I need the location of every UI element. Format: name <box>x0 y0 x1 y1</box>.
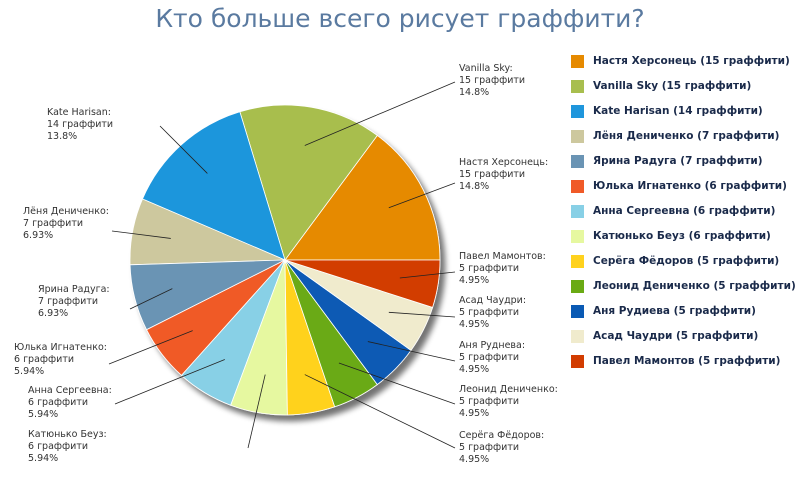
legend-label: Лёня Дениченко (7 граффити) <box>593 130 780 142</box>
legend-label: Аня Рудиева (5 граффити) <box>593 305 756 317</box>
legend-item[interactable]: Асад Чаудри (5 граффити) <box>571 327 800 352</box>
leader-line <box>129 288 173 310</box>
chart-title: Кто больше всего рисует граффити? <box>155 4 645 33</box>
legend-label: Vanilla Sky (15 граффити) <box>593 80 752 92</box>
pie-slice[interactable] <box>141 111 286 261</box>
legend-label: Ярина Радуга (7 граффити) <box>593 155 763 167</box>
legend-label: Юлька Игнатенко (6 граффити) <box>593 180 787 192</box>
leader-line <box>388 311 456 318</box>
slice-label: Vanilla Sky: 15 граффити 14.8% <box>459 63 525 98</box>
legend-swatch <box>571 205 584 218</box>
legend-label: Настя Херсонець (15 граффити) <box>593 55 790 67</box>
legend-swatch <box>571 255 584 268</box>
pie-slices <box>129 104 441 416</box>
leader-line <box>159 125 208 174</box>
slice-label: Анна Сергеевна: 6 граффити 5.94% <box>28 385 112 420</box>
legend-label: Серёга Фёдоров (5 граффити) <box>593 255 780 267</box>
legend-swatch <box>571 130 584 143</box>
slice-label: Асад Чаудри: 5 граффити 4.95% <box>459 295 526 330</box>
legend-swatch <box>571 105 584 118</box>
leader-line <box>338 362 456 405</box>
slice-label: Юлька Игнатенко: 6 граффити 5.94% <box>14 342 107 377</box>
pie-slice[interactable] <box>284 134 441 261</box>
leader-line <box>388 182 456 209</box>
legend-item[interactable]: Vanilla Sky (15 граффити) <box>571 77 800 102</box>
slice-labels: Настя Херсонець: 15 граффити 14.8% Vanilla … <box>14 63 558 465</box>
slice-label: Катюнько Беуз: 6 граффити 5.94% <box>28 429 107 464</box>
legend-item[interactable]: Настя Херсонець (15 граффити) <box>571 52 800 77</box>
slice-label: Лёня Дениченко: 7 граффити 6.93% <box>23 206 109 241</box>
pie-slice[interactable] <box>239 104 378 261</box>
leader-line <box>367 341 456 362</box>
pie-slice[interactable] <box>284 259 441 308</box>
legend-swatch <box>571 55 584 68</box>
legend-label: Павел Мамонтов (5 граффити) <box>593 355 781 367</box>
leader-lines <box>108 81 456 449</box>
slice-label: Аня Руднева: 5 граффити 4.95% <box>459 340 525 375</box>
leader-line <box>247 374 266 449</box>
leader-line <box>304 81 456 146</box>
legend-item[interactable]: Аня Рудиева (5 граффити) <box>571 302 800 327</box>
legend-item[interactable]: Лёня Дениченко (7 граффити) <box>571 127 800 152</box>
slice-label: Ярина Радуга: 7 граффити 6.93% <box>38 284 110 319</box>
leader-line <box>114 359 225 405</box>
legend-swatch <box>571 80 584 93</box>
leader-line <box>108 330 193 365</box>
legend-item[interactable]: Юлька Игнатенко (6 граффити) <box>571 177 800 202</box>
slice-label: Серёга Фёдоров: 5 граффити 4.95% <box>459 430 544 465</box>
legend-label: Катюнько Беуз (6 граффити) <box>593 230 771 242</box>
legend-label: Анна Сергеевна (6 граффити) <box>593 205 776 217</box>
slice-label: Леонид Дениченко: 5 граффити 4.95% <box>459 384 558 419</box>
legend-item[interactable]: Серёга Фёдоров (5 граффити) <box>571 252 800 277</box>
legend-item[interactable]: Ярина Радуга (7 граффити) <box>571 152 800 177</box>
legend-item[interactable]: Катюнько Беуз (6 граффити) <box>571 227 800 252</box>
legend-swatch <box>571 280 584 293</box>
legend-swatch <box>571 155 584 168</box>
leader-line <box>304 374 456 449</box>
legend: Настя Херсонець (15 граффити) Vanilla Sky… <box>571 52 800 377</box>
leader-line <box>111 230 171 239</box>
legend-swatch <box>571 305 584 318</box>
legend-label: Леонид Дениченко (5 граффити) <box>593 280 796 292</box>
legend-swatch <box>571 230 584 243</box>
legend-swatch <box>571 330 584 343</box>
legend-item[interactable]: Павел Мамонтов (5 граффити) <box>571 352 800 377</box>
legend-item[interactable]: Kate Harisan (14 граффити) <box>571 102 800 127</box>
slice-label: Настя Херсонець: 15 граффити 14.8% <box>459 157 548 192</box>
legend-label: Kate Harisan (14 граффити) <box>593 105 763 117</box>
legend-swatch <box>571 355 584 368</box>
slice-label: Kate Harisan: 14 граффити 13.8% <box>47 107 113 142</box>
leader-line <box>399 271 456 279</box>
legend-label: Асад Чаудри (5 граффити) <box>593 330 759 342</box>
legend-item[interactable]: Анна Сергеевна (6 граффити) <box>571 202 800 227</box>
legend-swatch <box>571 180 584 193</box>
slice-label: Павел Мамонтов: 5 граффити 4.95% <box>459 251 546 286</box>
legend-item[interactable]: Леонид Дениченко (5 граффити) <box>571 277 800 302</box>
